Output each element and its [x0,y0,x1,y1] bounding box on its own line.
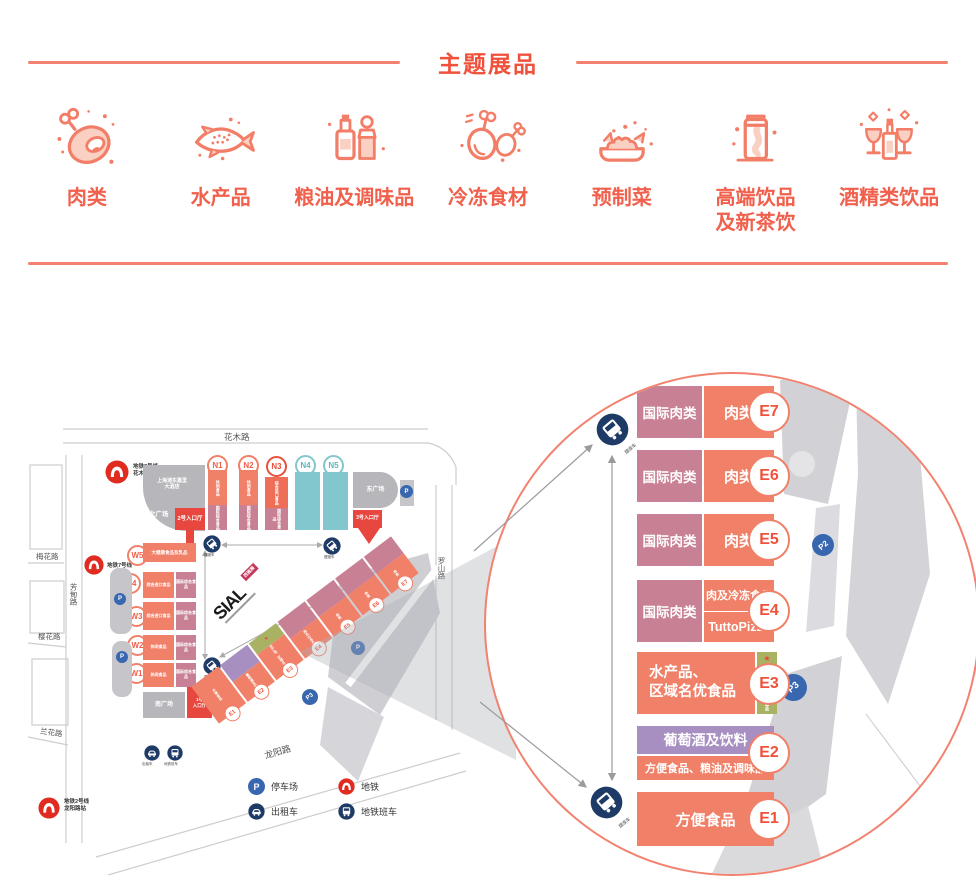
category-label: 高端饮品 及新茶饮 [715,187,796,234]
section-divider [28,262,948,265]
legend-parking: P 停车场 [248,778,298,795]
hall-n1: 休闲食品 国际综合食品 [208,470,227,530]
alcohol-icon [859,108,919,160]
sial-summit-star: ★ [262,635,271,643]
venue-map: 花木路 梅花路 樱花路 兰花路 芳甸路 罗山路 龙阳路 地铁7号线 花木路站 地… [28,385,490,875]
category-label: 水产品 [190,187,251,209]
west-strip-2 [112,641,132,697]
sial-summit-star: ★ [763,654,771,663]
taxi-icon [248,803,265,820]
entrance-2-corridor [186,530,194,545]
hall-e2-badge: E2 [748,732,790,774]
hall-n2: 休闲食品 国际综合食品 [239,470,258,530]
taxi-icon [144,745,160,761]
hotel-label: 上海浦东嘉里 大酒店 [157,478,188,490]
legend-taxi: 出租车 [248,803,298,820]
category-label: 冷冻食材 [448,187,529,209]
category-label: 肉类 [66,187,107,209]
hall-e7-badge: E7 [748,391,790,433]
parking-badge: P [116,651,128,663]
metro-icon [338,778,355,795]
page-title: 主题展品 [438,51,538,77]
road-label-meihua: 梅花路 [36,552,59,561]
taxi-stop-label: 出租车 [142,762,153,766]
metro-icon [38,797,60,819]
south-plaza: 南广场 [143,692,185,718]
hall-badge-n3: N3 [266,456,287,477]
parking-badge: P [114,593,126,605]
category-label: 粮油及调味品 [294,187,415,209]
road-label-huamu: 花木路 [224,432,250,442]
prepared-dish-icon [598,121,653,162]
legend-metro: 地铁 [338,778,379,795]
parking-badge: P [351,641,365,655]
category-label: 酒精类饮品 [839,187,940,209]
hall-w1: 休闲食品 国际综合食品 [143,663,196,687]
hall-e1-row: 方便食品 [637,792,774,846]
header-line-right [576,61,948,64]
category-frozen: 冷冻食材 [421,100,555,236]
shuttle-icon [338,803,355,820]
shuttle-icon [167,745,183,761]
beverage-can-icon [732,114,777,162]
category-prepared: 预制菜 [555,100,689,236]
hall-e4-badge: E4 [748,590,790,632]
hall-n3: 综合进口食品 国际综合食品 [265,477,288,530]
shuttle-stop-label: 摆渡车 [324,555,335,559]
hall-e1-badge: E1 [748,798,790,840]
hall-e6-badge: E6 [748,455,790,497]
hall-w2: 休闲食品 国际综合食品 [143,635,196,660]
legend-metro-shuttle: 地铁班车 [338,803,397,820]
entrance-hall-2: 2号入口厅 [175,508,205,530]
entrance-hall-3: 3号入口厅 [353,510,382,528]
metro-icon [84,555,104,575]
road-label-yinghua: 樱花路 [38,632,61,641]
hall-e5-badge: E5 [748,519,790,561]
metro-bus-stop-label: 地铁班车 [164,762,178,766]
hall-n5 [323,472,348,530]
parking-badge: P [400,485,413,498]
north-plaza-label: 北广场 [149,511,169,518]
hall-w4: 综合进口食品 国际综合食品 [143,572,196,598]
frozen-food-icon [460,109,526,162]
fish-icon [194,117,255,161]
category-row: 肉类 水产品 [20,100,956,236]
metro-station-label: 地铁7号线 [107,563,133,569]
meat-icon [57,107,115,164]
hall-w3: 综合进口食品 国际综合食品 [143,602,196,630]
road-label-luoshan: 罗山路 [437,557,446,580]
hall-e7-left: 国际肉类 [637,386,702,438]
hall-e3-badge: E3 [748,663,790,705]
hall-w5: 大健康食品及乳品 [143,543,196,562]
category-label: 预制菜 [591,187,652,209]
oil-seasoning-icon [328,114,386,161]
category-grain-oil: 粮油及调味品 [287,100,421,236]
parking-icon: P [248,778,265,795]
detail-circle: 国际肉类 肉类 E7 国际肉类 肉类 E6 国际肉类 肉类 E5 国际肉类 肉及… [484,372,976,876]
shuttle-stop-label: 摆渡车 [204,553,215,557]
header-line-left [28,61,400,64]
map-roads [28,428,467,875]
road-label-fangdian: 芳甸路 [69,583,78,606]
east-plaza: 东广场 [353,472,398,508]
category-alcohol: 酒精类饮品 [822,100,956,236]
metro-icon [105,460,129,484]
category-seafood: 水产品 [154,100,288,236]
category-beverage: 高端饮品 及新茶饮 [689,100,823,236]
metro-station-label: 地铁2号线 龙阳路站 [64,799,90,813]
category-meat: 肉类 [20,100,154,236]
hall-n4 [295,472,320,530]
